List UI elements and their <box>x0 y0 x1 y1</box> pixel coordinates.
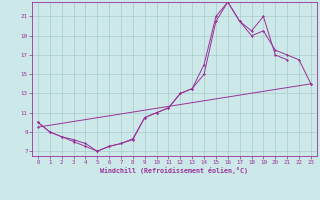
X-axis label: Windchill (Refroidissement éolien,°C): Windchill (Refroidissement éolien,°C) <box>100 167 248 174</box>
